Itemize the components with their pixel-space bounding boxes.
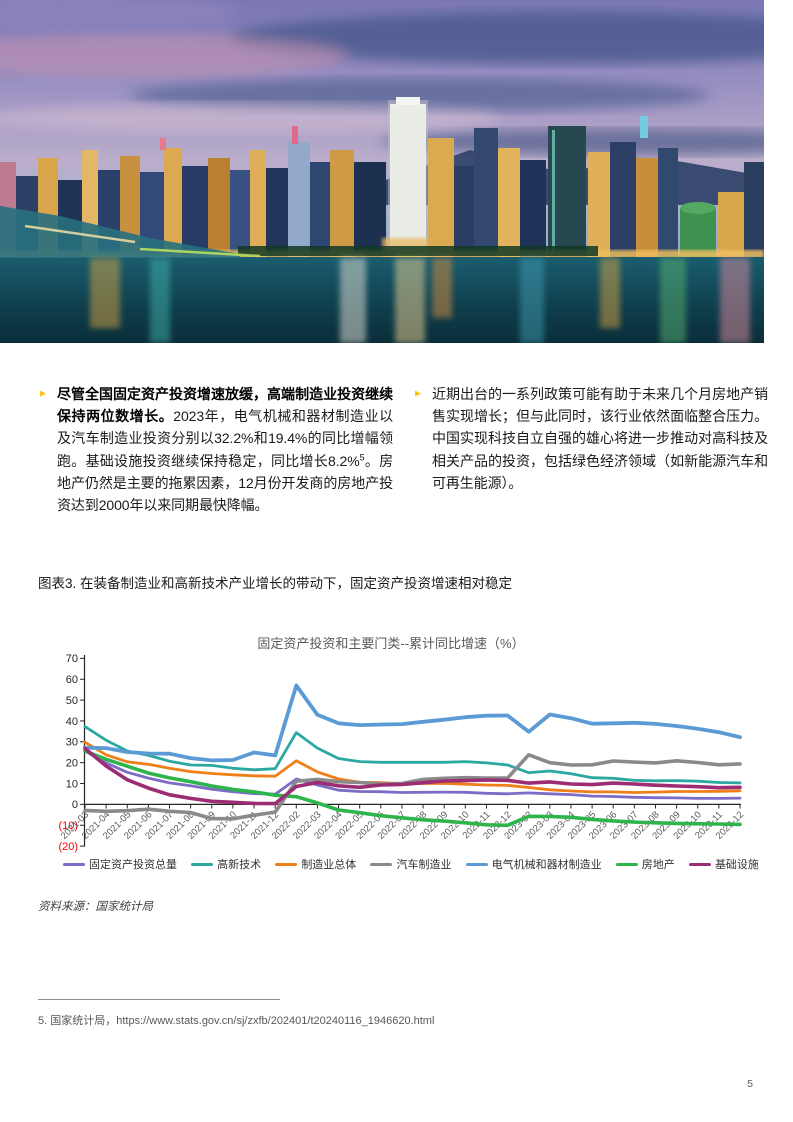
- bullet-item-left: ► 尽管全国固定资产投资增速放缓，高端制造业投资继续保持两位数增长。2023年，…: [38, 383, 394, 516]
- legend-item: 固定资产投资总量: [63, 856, 177, 872]
- bullet-item-right: ► 近期出台的一系列政策可能有助于未来几个月房地产销售实现增长；但与此同时，该行…: [413, 383, 769, 494]
- legend-label: 基础设施: [714, 859, 759, 871]
- series-line-2: [83, 740, 742, 794]
- legend-swatch: [465, 862, 488, 866]
- x-axis-tick-label: 2021-07: [143, 809, 175, 841]
- x-axis-tick-label: 2021-06: [122, 809, 154, 841]
- x-axis-tick-label: 2022-04: [312, 809, 344, 841]
- legend-label: 电气机械和器材制造业: [491, 859, 602, 871]
- paragraph-investment-overview: 尽管全国固定资产投资增速放缓，高端制造业投资继续保持两位数增长。2023年，电气…: [57, 386, 394, 514]
- line-chart: 706050403020100(10)(20)2021-032021-04202…: [58, 653, 746, 853]
- footnote-link[interactable]: https://www.stats.gov.cn/sj/zxfb/202401/…: [116, 1015, 435, 1027]
- legend-item: 房地产: [615, 856, 675, 872]
- source-note: 资料来源：国家统计局: [38, 901, 153, 913]
- x-axis-tick-label: 2022-02: [270, 809, 302, 841]
- paragraph-lead-bold: 尽管全国固定资产投资增速放缓，高端制造业投资继续保持两位数增长。: [57, 386, 393, 425]
- x-axis-tick-label: 2021-11: [228, 809, 260, 841]
- x-axis-tick-label: 2022-10: [439, 809, 471, 841]
- series-line-1: [83, 725, 742, 785]
- series-line-6: [83, 746, 742, 806]
- y-axis-tick-label: 10: [66, 778, 78, 790]
- y-axis-tick-label: 50: [66, 695, 78, 707]
- legend-item: 汽车制造业: [370, 856, 451, 872]
- x-axis-tick-label: 2021-08: [164, 809, 196, 841]
- chart-legend: 固定资产投资总量 高新技术 制造业总体 汽车制造业 电气机械和器材制造业 房地产 基础设施: [63, 856, 759, 872]
- y-axis-tick-label: 30: [66, 737, 78, 749]
- city-skyline-night-photo: [0, 0, 764, 343]
- x-axis-tick-label: 2022-09: [418, 809, 450, 841]
- shore-trees: [238, 246, 598, 256]
- footnote-reference: 5: [359, 451, 365, 462]
- page-number: 5: [747, 1078, 753, 1090]
- legend-swatch: [615, 862, 638, 866]
- x-axis-tick-label: 2022-07: [376, 809, 408, 841]
- lit-bridge: [139, 247, 261, 258]
- legend-swatch: [191, 862, 214, 866]
- water: [0, 257, 764, 343]
- x-axis-tick-label: 2023-11: [693, 809, 725, 841]
- y-axis-tick-label: 70: [66, 653, 78, 665]
- y-axis-tick-label: (10): [58, 820, 78, 832]
- x-axis-tick-label: 2022-03: [291, 809, 323, 841]
- x-axis-tick-label: 2021-05: [101, 809, 133, 841]
- x-axis-tick-label: 2022-05: [333, 809, 365, 841]
- bullet-arrow-icon: ►: [413, 388, 423, 400]
- figure-caption: 图表3. 在装备制造业和高新技术产业增长的带动下，固定资产投资增速相对稳定: [38, 576, 513, 591]
- x-axis-tick-label: 2023-07: [608, 809, 640, 841]
- x-axis-tick-label: 2023-02: [502, 809, 534, 841]
- x-axis-tick-label: 2021-09: [185, 809, 217, 841]
- series-line-4: [83, 683, 742, 763]
- legend-swatch: [275, 862, 298, 866]
- canal: [0, 206, 240, 258]
- x-axis-tick-label: 2021-10: [207, 809, 239, 841]
- footnote: 5. 国家统计局，https://www.stats.gov.cn/sj/zxf…: [38, 1015, 435, 1027]
- x-axis-tick-label: 2022-08: [397, 809, 429, 841]
- chart-title: 固定资产投资和主要门类--累计同比增速（%）: [257, 636, 525, 651]
- x-axis-tick-label: 2023-12: [714, 809, 746, 841]
- x-axis-tick-label: 2023-05: [566, 809, 598, 841]
- bridge: [24, 224, 136, 244]
- legend-item: 基础设施: [688, 856, 759, 872]
- legend-label: 汽车制造业: [396, 859, 452, 871]
- legend-swatch: [688, 862, 711, 866]
- legend-item: 电气机械和器材制造业: [465, 856, 602, 872]
- legend-swatch: [370, 862, 393, 866]
- x-axis-tick-label: 2021-03: [59, 809, 91, 841]
- y-axis-tick-label: (20): [58, 841, 78, 853]
- y-axis-tick-label: 60: [66, 674, 78, 686]
- tall-white-tower: [390, 104, 426, 260]
- x-axis-tick-label: 2023-10: [671, 809, 703, 841]
- series-line-0: [83, 749, 742, 800]
- bullet-arrow-icon: ►: [38, 388, 48, 400]
- x-axis-tick-label: 2022-06: [354, 809, 386, 841]
- legend-label: 制造业总体: [301, 859, 357, 871]
- x-axis-tick-label: 2021-12: [249, 809, 281, 841]
- series-line-3: [83, 752, 742, 821]
- x-axis-tick-label: 2023-08: [629, 809, 661, 841]
- legend-label: 房地产: [641, 859, 675, 871]
- legend-item: 高新技术: [191, 856, 261, 872]
- legend-label: 高新技术: [217, 859, 262, 871]
- x-axis-tick-label: 2022-11: [461, 809, 493, 841]
- clouds: [0, 0, 764, 155]
- y-axis-tick-label: 40: [66, 716, 78, 728]
- x-axis-tick-label: 2023-06: [587, 809, 619, 841]
- footnote-divider: [38, 999, 280, 1000]
- x-axis-tick-label: 2021-04: [80, 809, 112, 841]
- paragraph-policy-outlook: 近期出台的一系列政策可能有助于未来几个月房地产销售实现增长；但与此同时，该行业依…: [432, 386, 768, 491]
- legend-swatch: [63, 862, 85, 866]
- legend-label: 固定资产投资总量: [89, 859, 177, 871]
- x-axis-tick-label: 2022-12: [481, 809, 513, 841]
- y-axis-tick-label: 0: [72, 799, 78, 811]
- legend-item: 制造业总体: [275, 856, 356, 872]
- y-axis-tick-label: 20: [66, 757, 78, 769]
- water-reflections: [90, 258, 750, 343]
- x-axis-tick-label: 2023-04: [545, 809, 577, 841]
- x-axis-tick-label: 2023-09: [650, 809, 682, 841]
- x-axis-tick-label: 2023-03: [524, 809, 556, 841]
- series-line-5: [83, 749, 742, 828]
